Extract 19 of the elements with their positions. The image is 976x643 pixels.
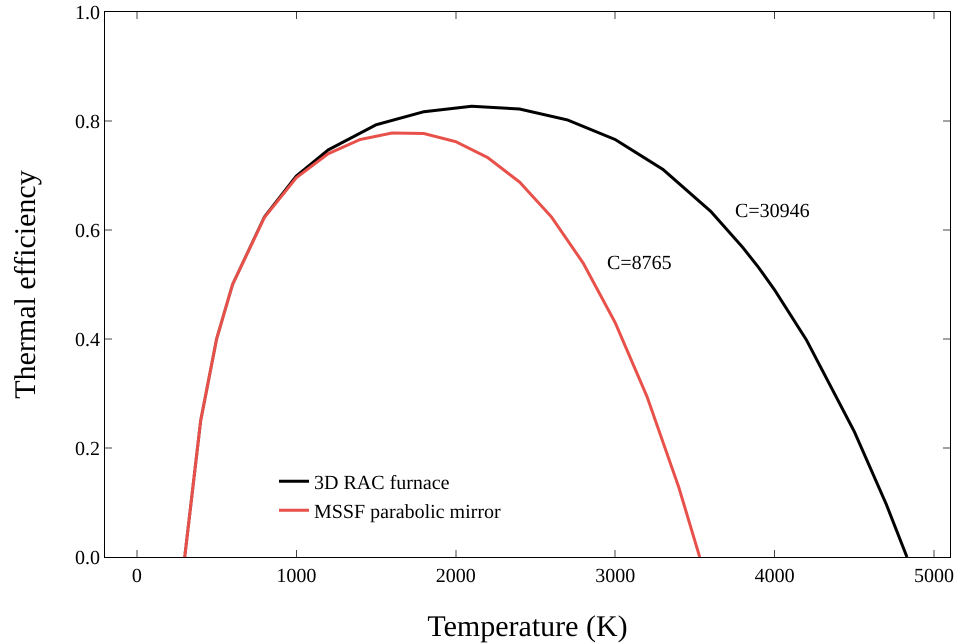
x-tick-label: 4000 — [754, 565, 795, 587]
y-tick-label: 0.0 — [75, 547, 100, 569]
y-tick-label: 0.6 — [75, 220, 100, 242]
y-tick-label: 1.0 — [75, 2, 100, 24]
x-tick-label: 2000 — [436, 565, 476, 587]
x-tick-label: 0 — [132, 565, 142, 587]
x-axis-title: Temperature (K) — [427, 610, 628, 643]
annotation: C=30946 — [735, 200, 810, 222]
y-tick-label: 0.4 — [75, 329, 100, 351]
x-tick-label: 1000 — [276, 565, 316, 587]
legend-label: MSSF parabolic mirror — [314, 501, 501, 524]
x-tick-label: 3000 — [595, 565, 636, 587]
annotation: C=8765 — [607, 252, 672, 274]
x-tick-label: 5000 — [914, 565, 954, 587]
y-tick-label: 0.2 — [75, 438, 100, 460]
legend-label: 3D RAC furnace — [314, 472, 450, 494]
line-series — [183, 131, 702, 557]
y-tick-label: 0.8 — [75, 111, 100, 133]
y-axis-title: Thermal efficiency — [9, 170, 42, 399]
